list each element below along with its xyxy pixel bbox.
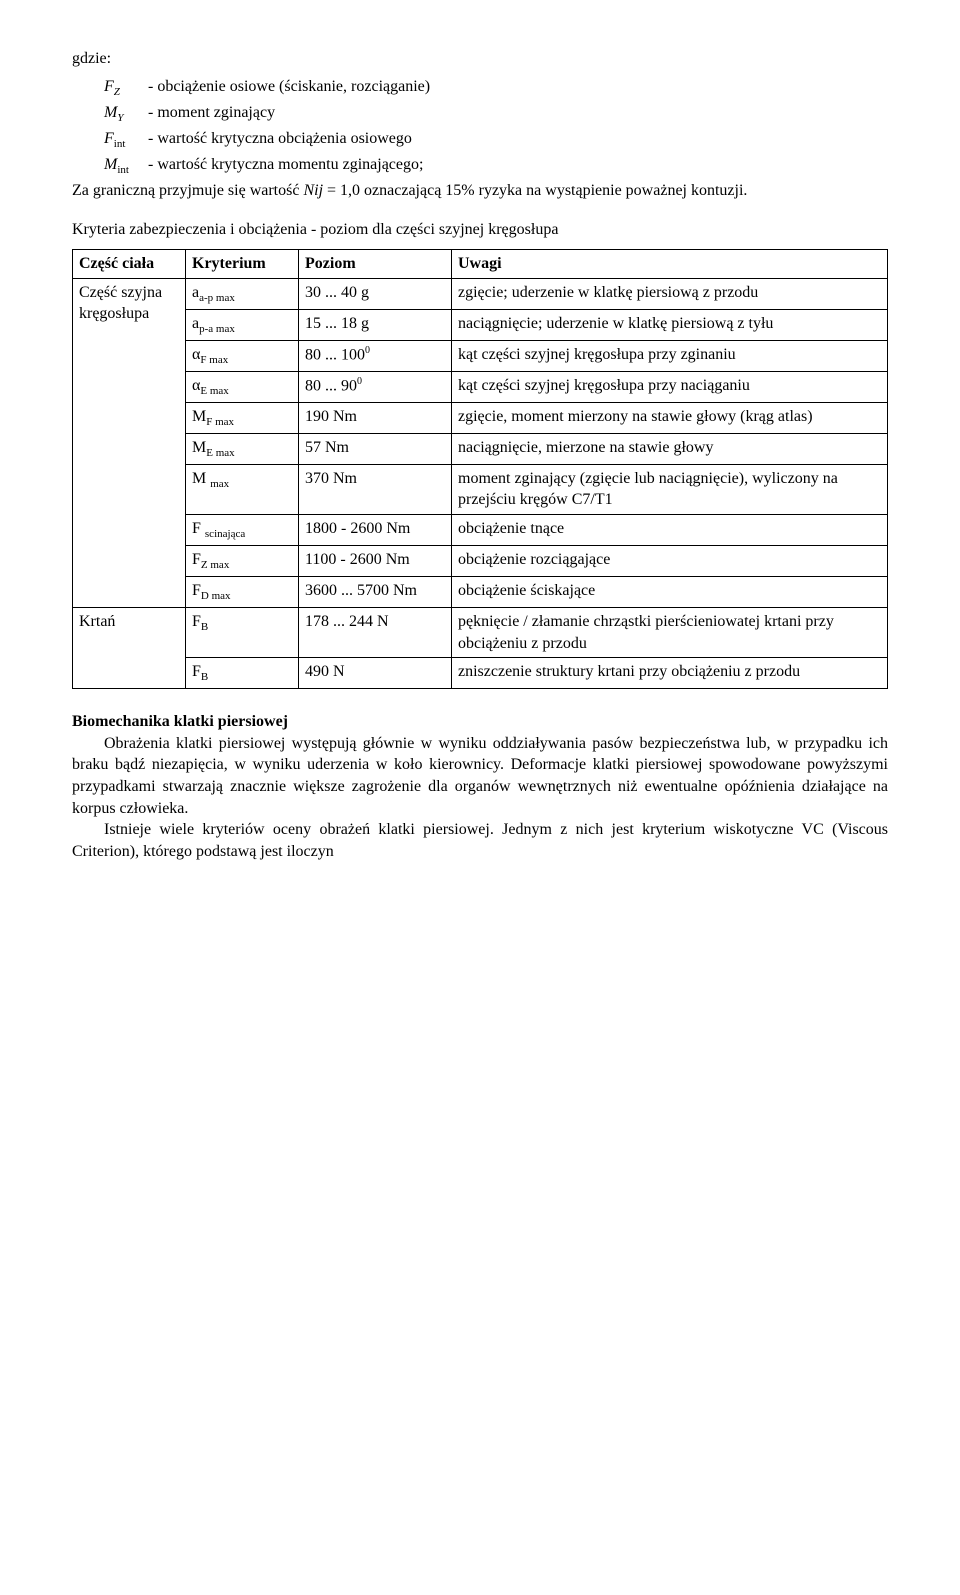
table-row: ME max57 Nmnaciągnięcie, mierzone na sta…	[73, 433, 888, 464]
cell-notes: zgięcie; uderzenie w klatkę piersiową z …	[452, 278, 888, 309]
cell-criterion: M max	[186, 464, 299, 514]
cell-level: 3600 ... 5700 Nm	[299, 576, 452, 607]
table-row: FB490 Nzniszczenie struktury krtani przy…	[73, 658, 888, 689]
definition-row: Mint - wartość krytyczna momentu zginają…	[72, 154, 888, 178]
col-header-level: Poziom	[299, 249, 452, 278]
cell-level: 1100 - 2600 Nm	[299, 545, 452, 576]
table-row: FD max3600 ... 5700 Nmobciążenie ściskaj…	[73, 576, 888, 607]
col-header-part: Część ciała	[73, 249, 186, 278]
cell-level: 370 Nm	[299, 464, 452, 514]
definition-text: - moment zginający	[148, 102, 275, 126]
table-row: M max370 Nmmoment zginający (zgięcie lub…	[73, 464, 888, 514]
cell-notes: kąt części szyjnej kręgosłupa przy zgina…	[452, 340, 888, 371]
section-p1: Obrażenia klatki piersiowej występują gł…	[72, 733, 888, 819]
table-row: αF max80 ... 1000kąt części szyjnej kręg…	[73, 340, 888, 371]
cell-level: 80 ... 1000	[299, 340, 452, 371]
definition-symbol: Fint	[104, 128, 148, 152]
cell-level: 15 ... 18 g	[299, 309, 452, 340]
cell-criterion: ap-a max	[186, 309, 299, 340]
cell-level: 57 Nm	[299, 433, 452, 464]
cell-criterion: aa-p max	[186, 278, 299, 309]
cell-notes: naciągnięcie; uderzenie w klatkę piersio…	[452, 309, 888, 340]
definition-text: - wartość krytyczna momentu zginającego;	[148, 154, 423, 178]
cell-notes: zgięcie, moment mierzony na stawie głowy…	[452, 402, 888, 433]
definition-symbol: MY	[104, 102, 148, 126]
definition-text: - obciążenie osiowe (ściskanie, rozciąga…	[148, 76, 430, 100]
cell-notes: kąt części szyjnej kręgosłupa przy nacią…	[452, 371, 888, 402]
cell-notes: obciążenie ściskające	[452, 576, 888, 607]
cell-level: 1800 - 2600 Nm	[299, 514, 452, 545]
cell-criterion: αE max	[186, 371, 299, 402]
cell-criterion: FZ max	[186, 545, 299, 576]
definition-symbol: Mint	[104, 154, 148, 178]
col-header-notes: Uwagi	[452, 249, 888, 278]
cell-criterion: αF max	[186, 340, 299, 371]
col-header-criterion: Kryterium	[186, 249, 299, 278]
cell-notes: naciągnięcie, mierzone na stawie głowy	[452, 433, 888, 464]
cell-criterion: FD max	[186, 576, 299, 607]
criteria-table: Część ciała Kryterium Poziom Uwagi Część…	[72, 249, 888, 689]
cell-criterion: MF max	[186, 402, 299, 433]
definition-row: FZ - obciążenie osiowe (ściskanie, rozci…	[72, 76, 888, 100]
cell-criterion: FB	[186, 607, 299, 657]
cell-notes: zniszczenie struktury krtani przy obciąż…	[452, 658, 888, 689]
cell-level: 490 N	[299, 658, 452, 689]
cell-level: 190 Nm	[299, 402, 452, 433]
table-row: KrtańFB178 ... 244 Npęknięcie / złamanie…	[73, 607, 888, 657]
table-row: MF max190 Nmzgięcie, moment mierzony na …	[73, 402, 888, 433]
definition-row: MY - moment zginający	[72, 102, 888, 126]
definition-text: - wartość krytyczna obciążenia osiowego	[148, 128, 412, 152]
cell-notes: obciążenie tnące	[452, 514, 888, 545]
cell-criterion: ME max	[186, 433, 299, 464]
intro-tail: Za graniczną przyjmuje się wartość Nij =…	[72, 180, 888, 202]
table-row: ap-a max15 ... 18 gnaciągnięcie; uderzen…	[73, 309, 888, 340]
section-biomechanika: Biomechanika klatki piersiowej Obrażenia…	[72, 711, 888, 862]
cell-notes: moment zginający (zgięcie lub naciągnięc…	[452, 464, 888, 514]
table-row: FZ max1100 - 2600 Nmobciążenie rozciągaj…	[73, 545, 888, 576]
cell-notes: obciążenie rozciągające	[452, 545, 888, 576]
table-row: F scinająca1800 - 2600 Nmobciążenie tnąc…	[73, 514, 888, 545]
cell-level: 80 ... 900	[299, 371, 452, 402]
definition-symbol: FZ	[104, 76, 148, 100]
table-row: αE max80 ... 900kąt części szyjnej kręgo…	[73, 371, 888, 402]
table-header-row: Część ciała Kryterium Poziom Uwagi	[73, 249, 888, 278]
gdzie-label: gdzie:	[72, 48, 888, 70]
table-caption: Kryteria zabezpieczenia i obciążenia - p…	[72, 219, 888, 241]
table-row: Część szyjna kręgosłupaaa-p max30 ... 40…	[73, 278, 888, 309]
cell-part: Krtań	[73, 607, 186, 688]
cell-criterion: F scinająca	[186, 514, 299, 545]
cell-notes: pęknięcie / złamanie chrząstki pierścien…	[452, 607, 888, 657]
section-title: Biomechanika klatki piersiowej	[72, 711, 888, 733]
cell-level: 30 ... 40 g	[299, 278, 452, 309]
cell-level: 178 ... 244 N	[299, 607, 452, 657]
cell-criterion: FB	[186, 658, 299, 689]
definition-row: Fint - wartość krytyczna obciążenia osio…	[72, 128, 888, 152]
definitions-block: gdzie: FZ - obciążenie osiowe (ściskanie…	[72, 48, 888, 201]
section-p2: Istnieje wiele kryteriów oceny obrażeń k…	[72, 819, 888, 862]
cell-part: Część szyjna kręgosłupa	[73, 278, 186, 607]
